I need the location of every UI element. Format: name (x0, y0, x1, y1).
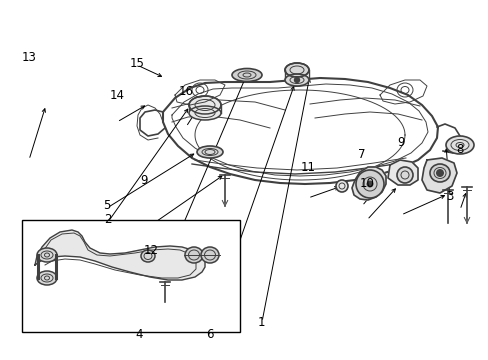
Ellipse shape (189, 106, 221, 120)
Text: 15: 15 (129, 57, 144, 69)
Ellipse shape (285, 63, 308, 77)
Text: 9: 9 (396, 136, 404, 149)
Circle shape (366, 181, 372, 187)
Text: 7: 7 (357, 148, 365, 161)
Ellipse shape (189, 96, 221, 114)
Text: 11: 11 (300, 161, 315, 174)
Ellipse shape (141, 250, 155, 262)
Circle shape (294, 77, 299, 82)
Circle shape (396, 167, 412, 183)
Polygon shape (351, 167, 385, 200)
Circle shape (355, 170, 383, 198)
Ellipse shape (429, 164, 449, 182)
Bar (22, 220, 240, 332)
Text: 4: 4 (135, 328, 143, 341)
Ellipse shape (445, 136, 473, 154)
Text: 13: 13 (22, 51, 37, 64)
Ellipse shape (37, 248, 57, 262)
Text: 14: 14 (110, 89, 124, 102)
Text: 12: 12 (144, 244, 159, 257)
Text: 5: 5 (102, 199, 110, 212)
Ellipse shape (285, 74, 308, 86)
Polygon shape (421, 158, 456, 193)
Ellipse shape (197, 146, 223, 158)
Ellipse shape (37, 271, 57, 285)
Ellipse shape (201, 247, 219, 263)
Polygon shape (387, 160, 417, 185)
Ellipse shape (184, 247, 203, 263)
Text: 9: 9 (140, 174, 148, 186)
Ellipse shape (231, 68, 262, 81)
Circle shape (435, 169, 443, 177)
Text: 3: 3 (445, 190, 453, 203)
Text: 10: 10 (359, 177, 373, 190)
Text: 16: 16 (178, 85, 193, 98)
Text: 8: 8 (455, 143, 463, 156)
Text: 1: 1 (257, 316, 265, 329)
Polygon shape (35, 230, 204, 280)
Text: 6: 6 (206, 328, 214, 341)
Circle shape (335, 180, 347, 192)
Text: 2: 2 (103, 213, 111, 226)
